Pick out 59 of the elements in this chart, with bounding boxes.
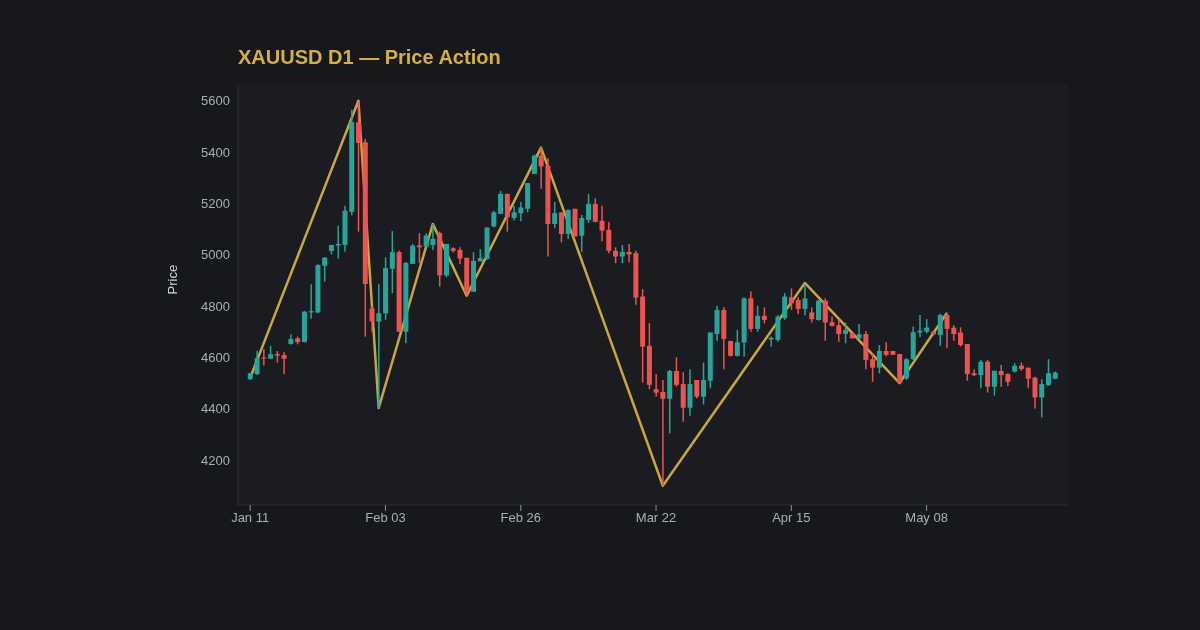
candlestick [991, 369, 997, 397]
candlestick [816, 299, 822, 322]
candlestick [619, 244, 625, 264]
candlestick [822, 297, 828, 342]
candlestick [843, 321, 849, 345]
candlestick [356, 101, 362, 233]
y-tick-label: 5400 [201, 144, 230, 160]
x-tick-label: May 08 [905, 510, 948, 526]
candlestick [558, 211, 564, 244]
candlestick [586, 193, 592, 224]
candlestick [755, 305, 761, 333]
candlestick [958, 326, 964, 348]
candlestick [1039, 378, 1045, 419]
candlestick [261, 348, 267, 367]
candlestick [687, 368, 693, 417]
candlestick [538, 146, 544, 190]
y-tick-label: 5200 [201, 195, 230, 211]
candlestick [531, 153, 537, 175]
y-tick-label: 5600 [201, 93, 230, 109]
y-tick-label: 4200 [201, 452, 230, 468]
candlestick [416, 232, 422, 264]
x-tick-label: Apr 15 [772, 510, 811, 526]
x-tick-label: Mar 22 [635, 510, 677, 526]
candlestick [322, 256, 328, 283]
candlestick [978, 359, 984, 389]
candlestick [552, 201, 558, 230]
candlestick [937, 313, 943, 347]
candlestick [1046, 358, 1051, 387]
y-tick-label: 4600 [201, 350, 230, 366]
candlestick [788, 287, 794, 311]
candlestick [410, 243, 416, 265]
candlestick [673, 356, 679, 388]
candlestick [680, 371, 686, 423]
x-tick-label: Feb 03 [365, 510, 406, 526]
candlestick [369, 305, 375, 333]
y-tick-label: 4400 [201, 401, 230, 417]
candlestick [782, 292, 788, 321]
x-tick-label: Jan 11 [231, 510, 270, 526]
candlestick [971, 368, 977, 377]
candlestick [903, 357, 909, 381]
candlestick [802, 283, 808, 317]
candlestick [870, 352, 876, 383]
candlestick [701, 361, 707, 406]
candlestick [498, 190, 504, 215]
candlestick [389, 230, 395, 294]
candlestick [376, 283, 382, 409]
candlestick [876, 344, 882, 375]
candlestick [281, 351, 287, 376]
x-tick-label: Feb 26 [500, 510, 541, 526]
candlestick [734, 329, 740, 358]
candlestick [504, 193, 510, 233]
candlestick [254, 349, 260, 376]
candlestick [856, 323, 862, 340]
y-tick-label: 4800 [201, 298, 230, 314]
candlestick [579, 214, 585, 253]
chart-title: XAUUSD D1 — Price Action [238, 46, 501, 69]
y-axis-title: Price [164, 264, 180, 295]
y-tick-label: 5000 [201, 247, 230, 263]
candlestick [592, 197, 598, 224]
